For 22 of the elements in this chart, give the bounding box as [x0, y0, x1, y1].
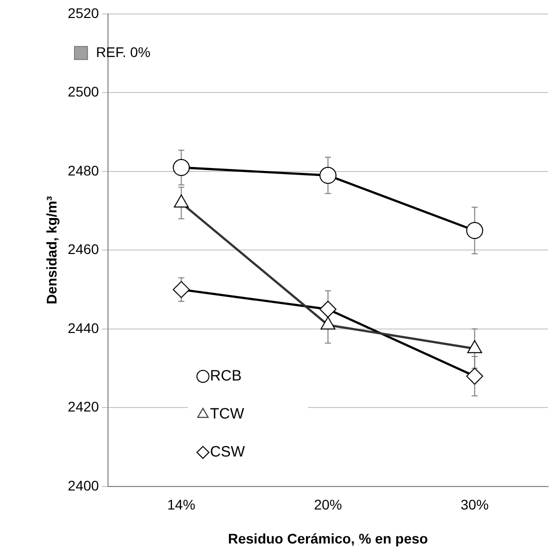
- legend-label: CSW: [210, 444, 246, 461]
- y-tick-label: 2440: [68, 320, 100, 336]
- point: [466, 222, 484, 240]
- y-tick-label: 2420: [68, 398, 100, 415]
- legend-label: RCB: [210, 368, 242, 385]
- x-tick-label: 14%: [167, 496, 196, 513]
- point: [172, 159, 190, 176]
- point: [319, 300, 336, 318]
- point: [172, 281, 190, 298]
- y-axis-title: Densidad, kg/m³: [43, 196, 60, 304]
- y-tick-label: 2500: [68, 84, 100, 100]
- annotation: REF. 0%: [96, 44, 150, 60]
- y-tick-label: 2520: [68, 4, 100, 21]
- x-axis-title: Residuo Cerámico, % en peso: [228, 530, 428, 546]
- y-tick-label: 2400: [68, 477, 100, 494]
- x-tick-label: 30%: [460, 496, 489, 513]
- x-tick-label: 20%: [314, 496, 342, 513]
- point: [466, 368, 484, 385]
- point: [319, 166, 336, 184]
- y-tick-label: 2460: [68, 241, 100, 258]
- legend-label: TCW: [210, 406, 245, 423]
- y-tick-label: 2480: [68, 162, 100, 178]
